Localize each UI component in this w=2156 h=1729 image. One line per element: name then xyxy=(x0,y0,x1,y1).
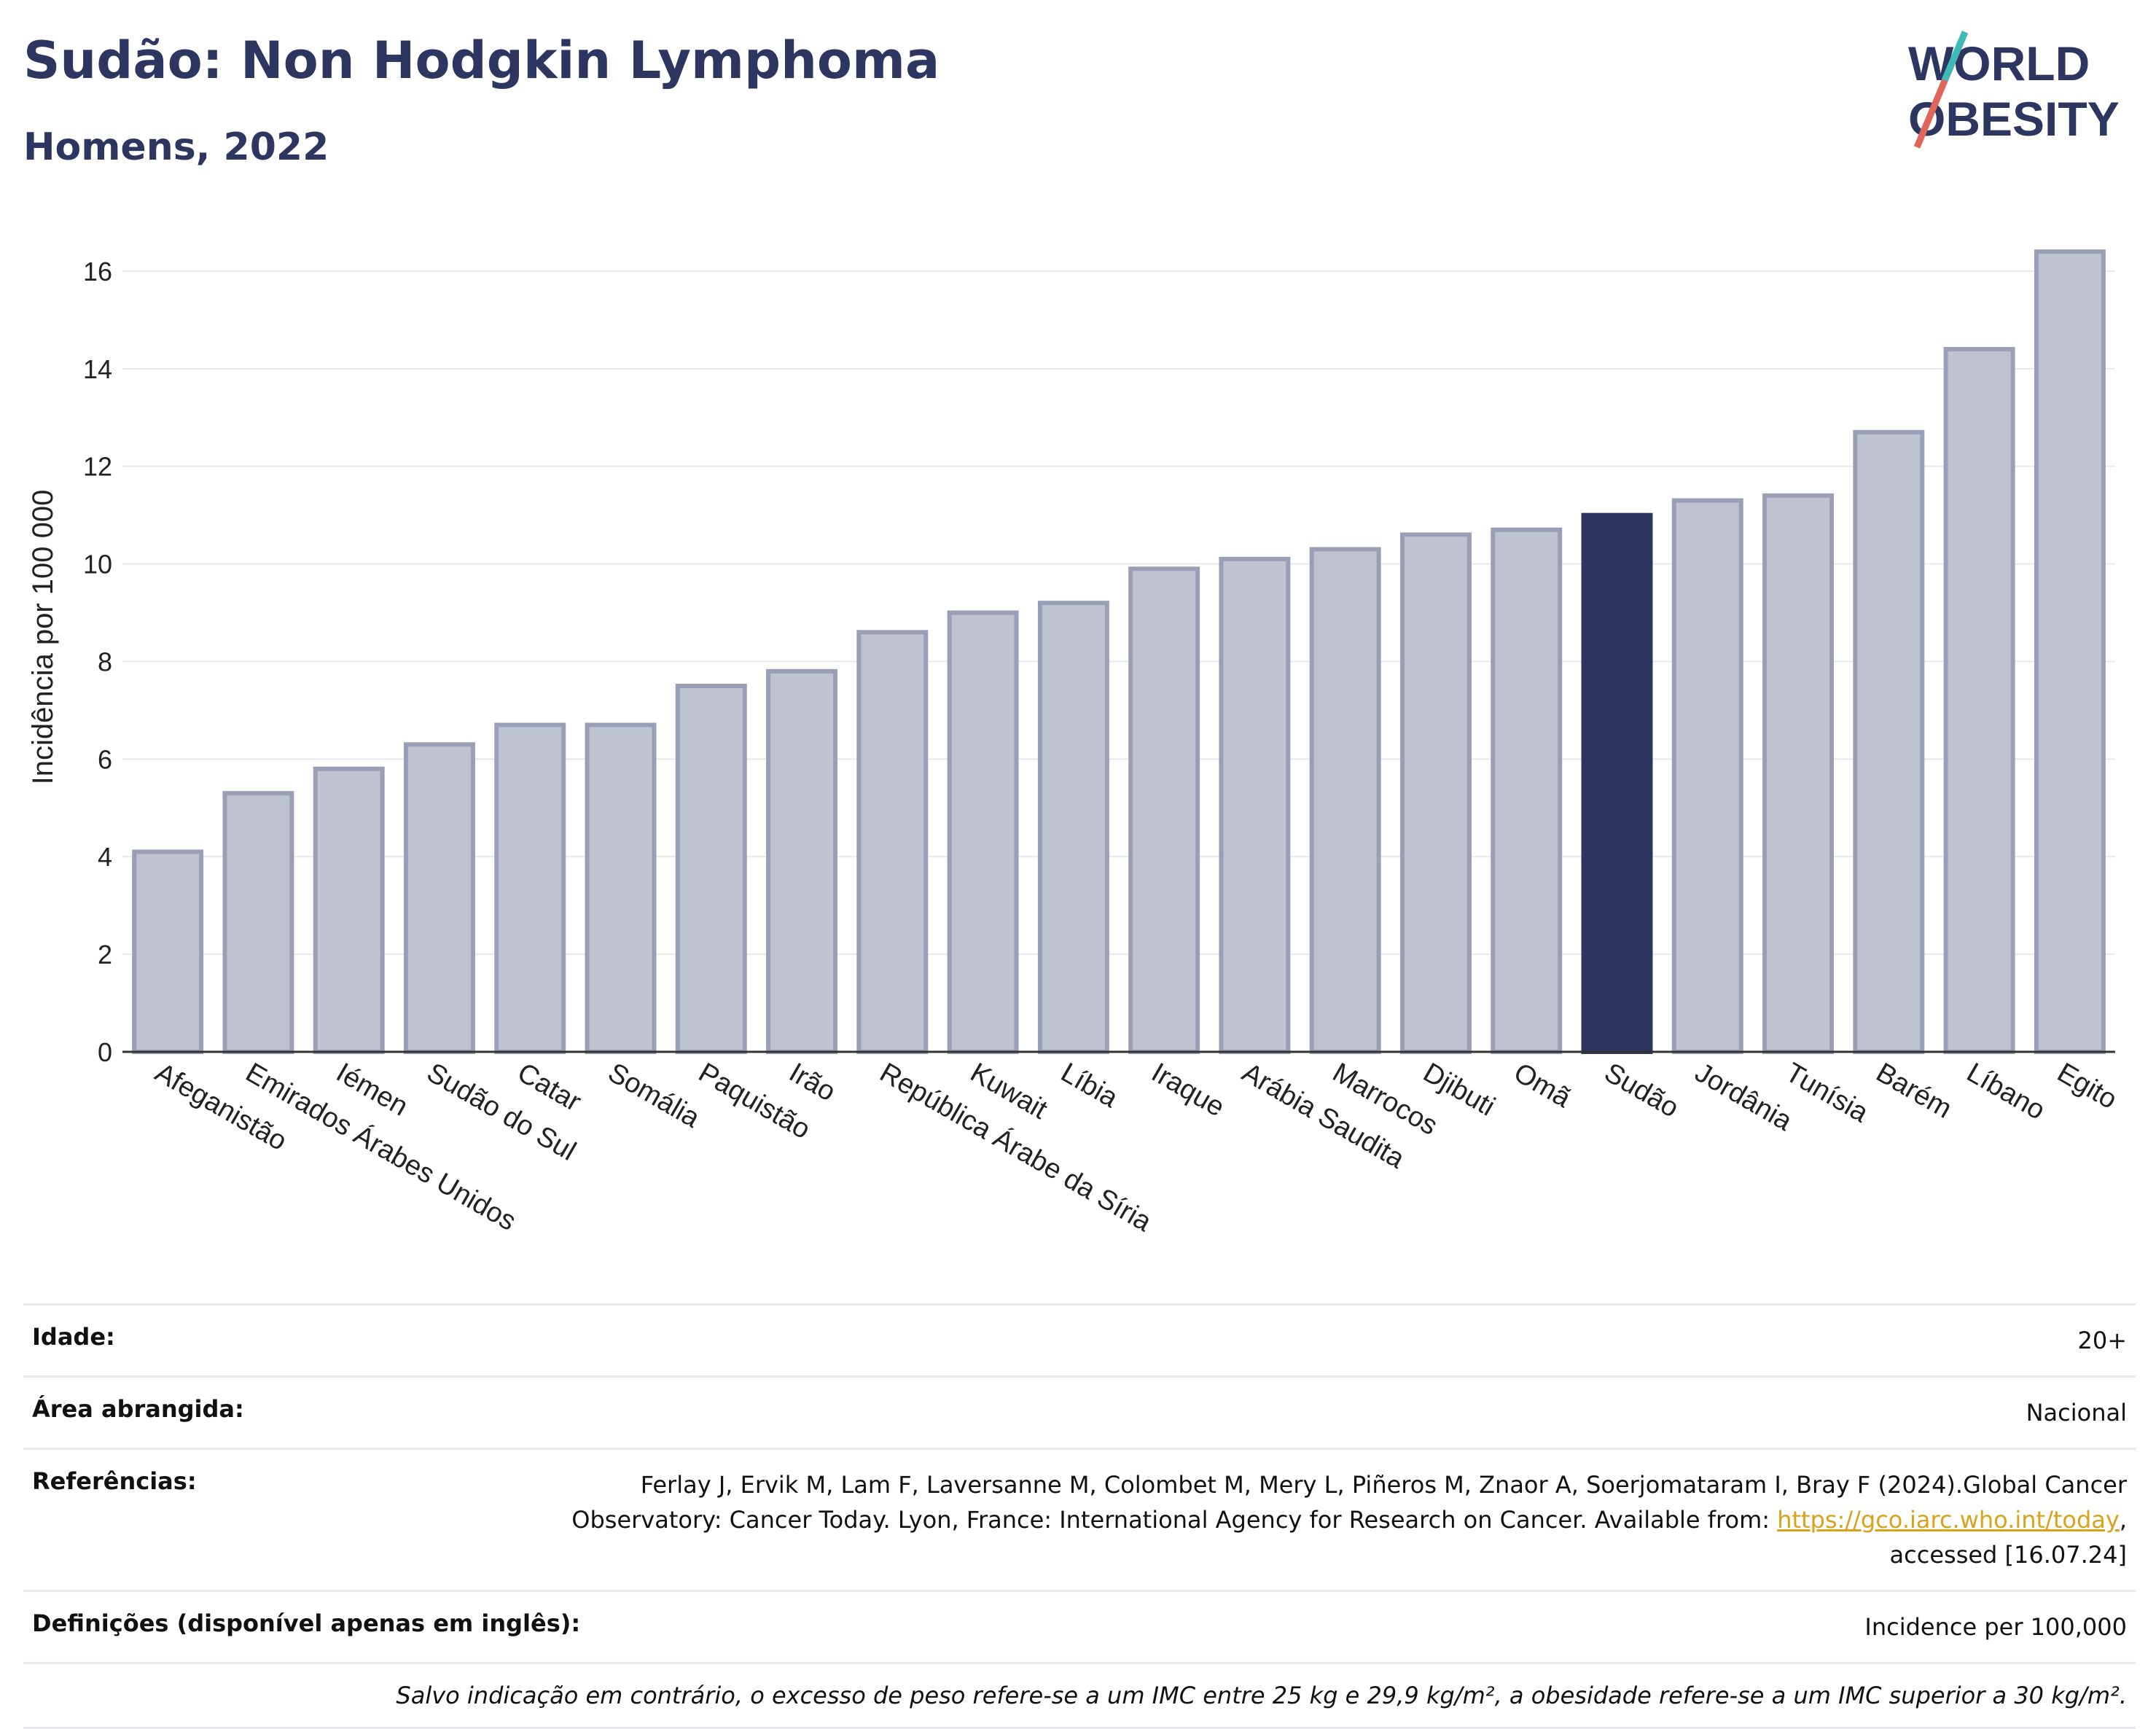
bar-17 xyxy=(1671,498,1743,1054)
bar-14 xyxy=(1399,532,1472,1054)
references-value: Ferlay J, Ervik M, Lam F, Laversanne M, … xyxy=(523,1467,2127,1572)
y-tick-label: 16 xyxy=(83,257,112,286)
svg-text:OBESITY: OBESITY xyxy=(1908,92,2120,146)
references-link[interactable]: https://gco.iarc.who.int/today xyxy=(1777,1506,2120,1534)
bar-19 xyxy=(1853,429,1925,1054)
x-tick-label: Jordânia xyxy=(1690,1057,1797,1137)
bar-18 xyxy=(1762,493,1835,1054)
footnote: Salvo indicação em contrário, o excesso … xyxy=(23,1662,2136,1729)
bars xyxy=(132,249,2106,1055)
y-tick-label: 12 xyxy=(83,452,112,482)
y-tick-label: 4 xyxy=(98,842,112,872)
bar-15 xyxy=(1491,527,1563,1054)
bar-0 xyxy=(132,849,204,1054)
bar-11 xyxy=(1128,566,1200,1054)
bar-6 xyxy=(675,683,747,1054)
y-tick-label: 2 xyxy=(98,940,112,969)
age-label: Idade: xyxy=(32,1323,115,1351)
bar-7 xyxy=(766,668,838,1054)
page-subtitle: Homens, 2022 xyxy=(23,125,329,169)
svg-text:WORLD: WORLD xyxy=(1908,36,2090,90)
age-value: 20+ xyxy=(2077,1327,2127,1354)
y-axis-ticks: 0 2 4 6 8 10 12 14 16 xyxy=(83,257,112,1067)
bar-3 xyxy=(403,742,475,1054)
x-tick-label: Sudão xyxy=(1599,1057,1684,1123)
references-accessed: , accessed [16.07.24] xyxy=(1889,1506,2127,1569)
meta-row-area: Área abrangida: Nacional xyxy=(23,1375,2136,1448)
area-value: Nacional xyxy=(2026,1399,2127,1426)
y-tick-label: 8 xyxy=(98,647,112,676)
bar-13 xyxy=(1309,547,1381,1054)
x-tick-label: Tunísia xyxy=(1781,1057,1874,1128)
bar-16 xyxy=(1581,512,1653,1054)
y-tick-label: 14 xyxy=(83,354,112,384)
bar-9 xyxy=(947,610,1019,1054)
bar-10 xyxy=(1037,601,1109,1054)
bar-2 xyxy=(313,766,385,1055)
y-tick-label: 0 xyxy=(98,1037,112,1067)
x-tick-label: Somália xyxy=(603,1057,706,1133)
metadata-table: Idade: 20+ Área abrangida: Nacional Refe… xyxy=(23,1303,2136,1729)
area-label: Área abrangida: xyxy=(32,1395,244,1423)
bar-4 xyxy=(494,722,566,1055)
definitions-label: Definições (disponível apenas em inglês)… xyxy=(32,1609,581,1637)
x-tick-label: Barém xyxy=(1871,1057,1957,1124)
bar-21 xyxy=(2034,249,2106,1055)
meta-row-references: Referências: Ferlay J, Ervik M, Lam F, L… xyxy=(23,1448,2136,1590)
y-tick-label: 10 xyxy=(83,550,112,579)
x-tick-label: Omã xyxy=(1509,1057,1577,1114)
x-tick-label: Irão xyxy=(784,1057,841,1107)
y-tick-label: 6 xyxy=(98,744,112,774)
bar-1 xyxy=(222,791,294,1055)
x-tick-label: Líbia xyxy=(1055,1057,1123,1114)
meta-row-definitions: Definições (disponível apenas em inglês)… xyxy=(23,1590,2136,1662)
meta-row-age: Idade: 20+ xyxy=(23,1303,2136,1375)
y-axis-label: Incidência por 100 000 xyxy=(27,490,59,785)
references-label: Referências: xyxy=(32,1467,197,1495)
references-text: Ferlay J, Ervik M, Lam F, Laversanne M, … xyxy=(571,1471,2127,1534)
x-tick-label: Egito xyxy=(2052,1057,2122,1115)
bar-20 xyxy=(1943,347,2015,1054)
definitions-value: Incidence per 100,000 xyxy=(1864,1613,2127,1641)
world-obesity-logo: WORLD OBESITY xyxy=(1908,31,2120,149)
bar-8 xyxy=(856,630,929,1054)
page-title: Sudão: Non Hodgkin Lymphoma xyxy=(23,31,940,90)
x-tick-label: Líbano xyxy=(1961,1057,2050,1125)
x-tick-label: Iraque xyxy=(1147,1057,1230,1123)
bar-5 xyxy=(585,722,657,1055)
bar-12 xyxy=(1219,556,1291,1054)
